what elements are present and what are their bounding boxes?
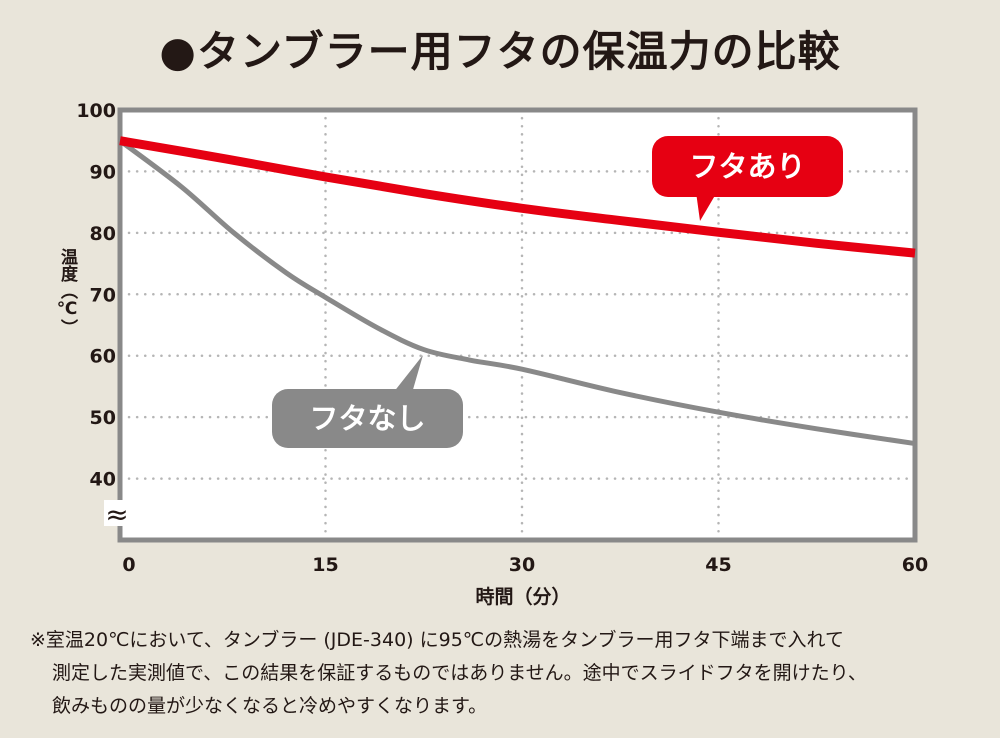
x-tick-label: 45 bbox=[705, 554, 731, 576]
chart-title: ●タンブラー用フタの保温力の比較 bbox=[159, 27, 841, 76]
footnote: ※室温20℃において、タンブラー (JDE-340) に95℃の熱湯をタンブラー… bbox=[30, 624, 867, 723]
callout-pointer bbox=[696, 192, 717, 221]
y-tick-label: 40 bbox=[90, 469, 116, 491]
x-tick-label: 30 bbox=[509, 554, 535, 576]
x-tick-label: 60 bbox=[902, 554, 928, 576]
callout-pointer bbox=[393, 355, 423, 393]
footnote-line: ※室温20℃において、タンブラー (JDE-340) に95℃の熱湯をタンブラー… bbox=[30, 629, 844, 651]
legend-label: フタあり bbox=[689, 150, 805, 184]
series-line-without-lid bbox=[118, 138, 916, 447]
y-tick-label: 80 bbox=[90, 223, 116, 245]
y-tick-label: 100 bbox=[76, 100, 116, 122]
x-tick-label: 15 bbox=[312, 554, 338, 576]
y-axis-label: 温度（℃） bbox=[57, 248, 77, 336]
y-tick-label: 50 bbox=[90, 407, 116, 429]
y-tick-label: 70 bbox=[90, 284, 116, 306]
callout-without-lid: フタなし bbox=[272, 355, 463, 448]
y-tick-label: 90 bbox=[90, 161, 116, 183]
callout-with-lid: フタあり bbox=[652, 136, 843, 221]
y-tick-label: 60 bbox=[90, 346, 116, 368]
series-line-with-lid bbox=[119, 136, 916, 258]
footnote-line: 測定した実測値で、この結果を保証するものではありません。途中でスライドフタを開け… bbox=[52, 662, 867, 684]
plot-frame bbox=[117, 107, 918, 543]
callout-box bbox=[652, 136, 843, 197]
x-axis-label: 時間（分） bbox=[475, 586, 571, 608]
legend-label: フタなし bbox=[309, 402, 425, 436]
footnote-line: 飲みものの量が少なくなると冷めやすくなります。 bbox=[52, 695, 488, 717]
callout-box bbox=[272, 389, 463, 448]
axis-break-icon: ≈ bbox=[105, 498, 128, 531]
axis-break-gap bbox=[104, 500, 130, 526]
x-tick-label: 0 bbox=[122, 554, 135, 576]
